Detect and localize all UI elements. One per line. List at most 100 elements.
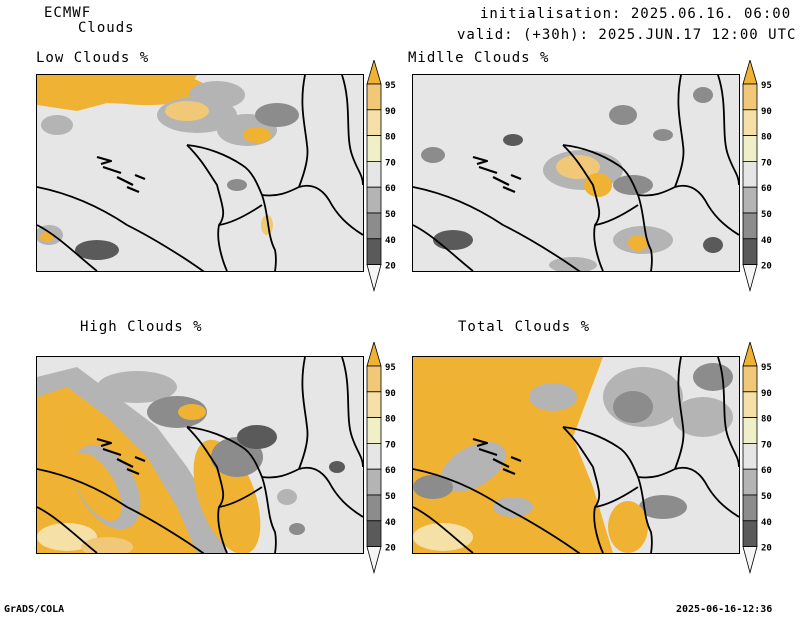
colorbar-box — [742, 443, 758, 470]
colorbar-level-label: 95 — [761, 363, 772, 373]
border-line — [218, 204, 263, 226]
colorbar-mid: 95 90 80 70 60 50 40 20 — [740, 60, 784, 292]
colorbar-level-label: 60 — [385, 466, 396, 476]
border-line — [37, 468, 205, 553]
map-low-clouds — [36, 74, 364, 272]
cloud-cover-area — [243, 127, 271, 143]
border-line — [562, 426, 604, 553]
cloud-cover-area — [584, 173, 612, 197]
border-line — [298, 75, 309, 188]
init-time: initialisation: 2025.06.16. 06:00 UTC — [480, 6, 800, 22]
colorbar-box — [742, 238, 758, 266]
product-label: Clouds — [78, 20, 135, 36]
colorbar-level-label: 80 — [761, 415, 772, 425]
cloud-cover-area — [503, 134, 523, 146]
cloud-cover-area — [165, 101, 209, 121]
colorbar-bottom-arrow — [366, 264, 382, 292]
colorbar-box — [742, 468, 758, 496]
colorbar-level-label: 90 — [385, 389, 396, 399]
colorbar-box — [742, 109, 758, 136]
colorbar-bottom-arrow — [742, 264, 758, 292]
cloud-cover-area — [440, 442, 506, 492]
border-line — [478, 165, 498, 175]
colorbar-level-label: 80 — [385, 415, 396, 425]
cloud-cover-area — [549, 257, 597, 271]
colorbar-box — [742, 520, 758, 548]
border-line — [37, 224, 98, 271]
border-line — [562, 144, 639, 196]
colorbar-level-label: 50 — [761, 492, 772, 502]
cloud-cover-area — [87, 75, 207, 105]
border-line — [674, 357, 685, 470]
colorbar-box — [742, 391, 758, 418]
colorbar-high: 95 90 80 70 60 50 40 20 — [364, 342, 408, 574]
colorbar-box — [366, 443, 382, 470]
colorbar-box — [742, 135, 758, 162]
colorbar-box — [742, 494, 758, 522]
border-line — [37, 506, 98, 553]
cloud-cover-area — [613, 391, 653, 423]
border-line — [472, 437, 489, 448]
colorbar-box — [742, 83, 758, 111]
border-line — [126, 467, 140, 476]
border-line — [637, 184, 739, 236]
model-label: ECMWF — [44, 5, 92, 21]
colorbar-level-label: 50 — [385, 492, 396, 502]
border-line — [116, 176, 134, 186]
cloud-cover-area — [413, 475, 453, 499]
cloud-cover-area — [693, 363, 733, 391]
cloud-cover-area — [433, 230, 473, 250]
cloud-cover-area — [75, 240, 119, 260]
cloud-cover-area — [556, 155, 600, 179]
cloud-cover-area — [41, 115, 73, 135]
cloud-cover-area — [693, 87, 713, 103]
colorbar-top-arrow — [366, 342, 382, 367]
colorbar-box — [366, 83, 382, 111]
colorbar-box — [366, 494, 382, 522]
panel-title-mid: Midlle Clouds % — [408, 50, 550, 66]
colorbar-level-label: 40 — [761, 236, 772, 246]
cloud-cover-area — [639, 495, 687, 519]
colorbar-level-label: 90 — [761, 107, 772, 117]
colorbar-level-label: 80 — [761, 133, 772, 143]
cloud-cover-area — [37, 523, 97, 551]
colorbar-level-label: 40 — [761, 518, 772, 528]
border-line — [96, 155, 113, 166]
border-line — [37, 186, 205, 271]
colorbar-level-label: 60 — [761, 184, 772, 194]
border-line — [492, 458, 510, 468]
colorbar-box — [366, 365, 382, 393]
cloud-cover-area — [329, 461, 345, 473]
colorbar-level-label: 50 — [761, 210, 772, 220]
border-line — [492, 176, 510, 186]
border-line — [413, 224, 474, 271]
cloud-cover-area — [72, 452, 122, 522]
border-line — [637, 194, 653, 271]
border-line — [510, 455, 522, 463]
cloud-cover-area — [653, 129, 673, 141]
cloud-cover-area — [493, 497, 533, 517]
border-line — [261, 194, 277, 271]
border-line — [298, 357, 309, 470]
border-line — [96, 437, 113, 448]
map-total-clouds — [412, 356, 740, 554]
colorbar-top-arrow — [742, 60, 758, 85]
colorbar-box — [366, 238, 382, 266]
colorbar-level-label: 40 — [385, 236, 396, 246]
border-line — [218, 486, 263, 508]
border-line — [126, 185, 140, 194]
colorbar-level-label: 80 — [385, 133, 396, 143]
colorbar-top-arrow — [366, 60, 382, 85]
cloud-cover-area — [40, 232, 54, 242]
border-line — [102, 447, 122, 457]
cloud-cover-area — [608, 501, 648, 553]
colorbar-box — [742, 417, 758, 444]
border-line — [510, 173, 522, 181]
cloud-cover-area — [413, 523, 473, 551]
colorbar-box — [742, 365, 758, 393]
border-line — [478, 447, 498, 457]
border-line — [502, 185, 516, 194]
footer-software: GrADS/COLA — [4, 604, 65, 615]
colorbar-level-label: 20 — [761, 544, 772, 554]
cloud-cover-area — [255, 103, 299, 127]
